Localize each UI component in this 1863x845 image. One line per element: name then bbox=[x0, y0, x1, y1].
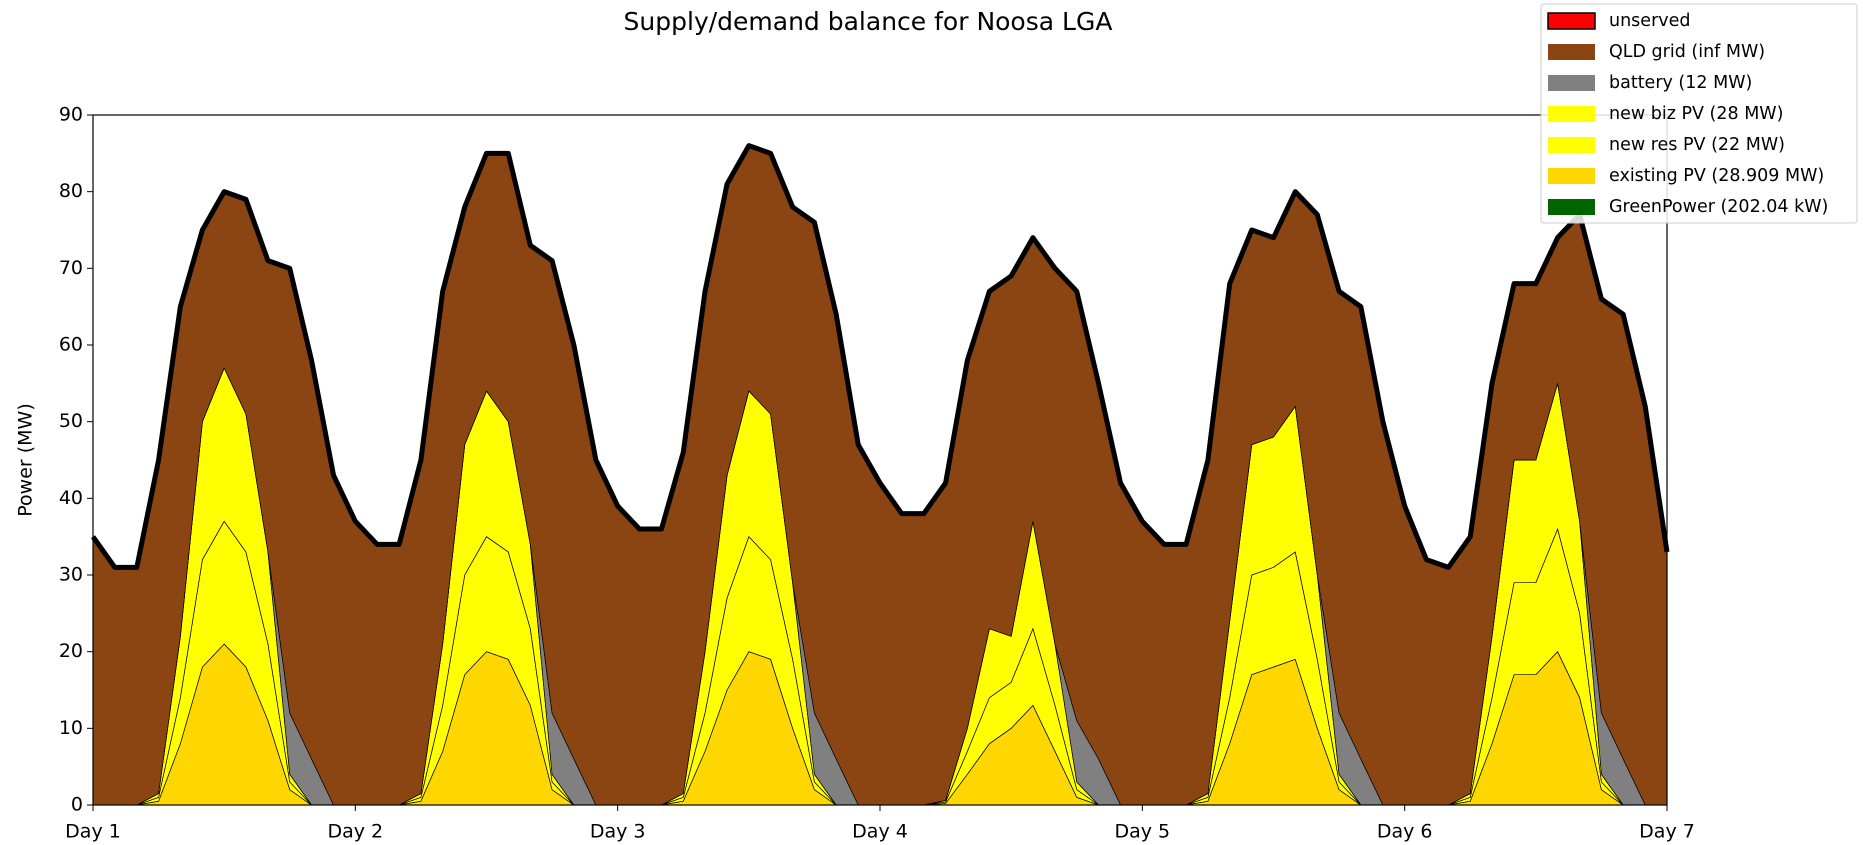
x-tick-label: Day 3 bbox=[590, 821, 646, 843]
y-tick-label: 30 bbox=[59, 564, 83, 586]
y-tick-label: 0 bbox=[71, 794, 83, 816]
x-tick-label: Day 6 bbox=[1377, 821, 1433, 843]
y-axis-label: Power (MW) bbox=[15, 403, 37, 517]
y-tick-label: 20 bbox=[59, 640, 83, 662]
legend-swatch bbox=[1548, 199, 1595, 215]
legend-swatch bbox=[1548, 44, 1595, 60]
legend-swatch bbox=[1547, 12, 1596, 30]
x-tick-label: Day 7 bbox=[1639, 821, 1695, 843]
y-tick-label: 50 bbox=[59, 410, 83, 432]
legend-label: QLD grid (inf MW) bbox=[1609, 42, 1765, 62]
legend-label: new biz PV (28 MW) bbox=[1609, 104, 1783, 124]
legend-swatch bbox=[1548, 75, 1595, 91]
y-tick-label: 70 bbox=[59, 257, 83, 279]
x-tick-label: Day 2 bbox=[328, 821, 384, 843]
legend-swatch bbox=[1548, 106, 1595, 122]
legend-label: unserved bbox=[1609, 11, 1691, 31]
chart-title: Supply/demand balance for Noosa LGA bbox=[624, 7, 1113, 36]
legend-label: GreenPower (202.04 kW) bbox=[1609, 197, 1828, 217]
area bbox=[92, 145, 1668, 806]
legend-label: existing PV (28.909 MW) bbox=[1609, 166, 1824, 186]
legend-swatch bbox=[1548, 137, 1595, 153]
demand-line bbox=[90, 143, 1670, 570]
y-tick-label: 60 bbox=[59, 334, 83, 356]
legend-label: new res PV (22 MW) bbox=[1609, 135, 1785, 155]
y-tick-label: 40 bbox=[59, 487, 83, 509]
legend-box bbox=[1540, 3, 1858, 224]
y-tick-label: 80 bbox=[59, 180, 83, 202]
x-tick-label: Day 1 bbox=[65, 821, 121, 843]
y-tick-label: 10 bbox=[59, 717, 83, 739]
x-tick-label: Day 5 bbox=[1115, 821, 1171, 843]
x-tick-label: Day 4 bbox=[852, 821, 908, 843]
y-tick-label: 90 bbox=[59, 104, 83, 126]
legend-swatch bbox=[1548, 168, 1595, 184]
legend-label: battery (12 MW) bbox=[1609, 73, 1752, 93]
